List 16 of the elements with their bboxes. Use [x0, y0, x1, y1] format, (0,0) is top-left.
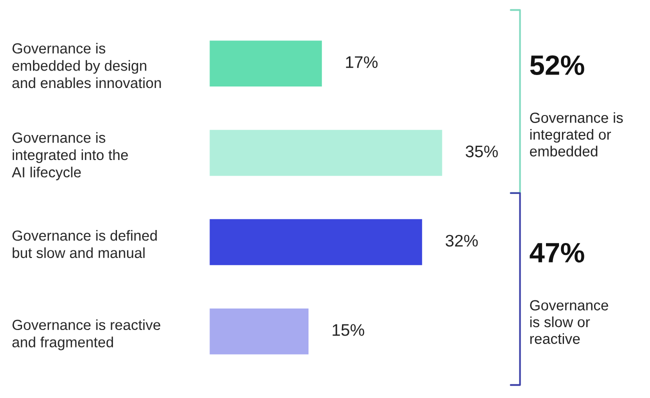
text: Governance is slow or reactive: [530, 300, 608, 344]
data-label: 15%: [332, 324, 364, 336]
bar: [209, 218, 424, 266]
bar: [209, 128, 444, 178]
data-label: 32%: [446, 234, 478, 247]
data-label: 35%: [466, 146, 498, 158]
text: 52%: [530, 55, 584, 76]
y-tick-label: Governance is reactive and fragmented: [12, 319, 160, 350]
y-tick-label: Governance is integrated into the AI lifecycle: [12, 132, 128, 180]
bar: [209, 39, 324, 88]
data-label: 17%: [346, 56, 378, 68]
text: Governance is integrated or embedded: [530, 112, 623, 156]
y-tick-label: Governance is defined but slow and manual: [12, 230, 157, 258]
y-tick-label: Governance is embedded by design and enables innovation: [12, 42, 161, 88]
bar: [209, 307, 310, 356]
text: 47%: [530, 242, 584, 262]
